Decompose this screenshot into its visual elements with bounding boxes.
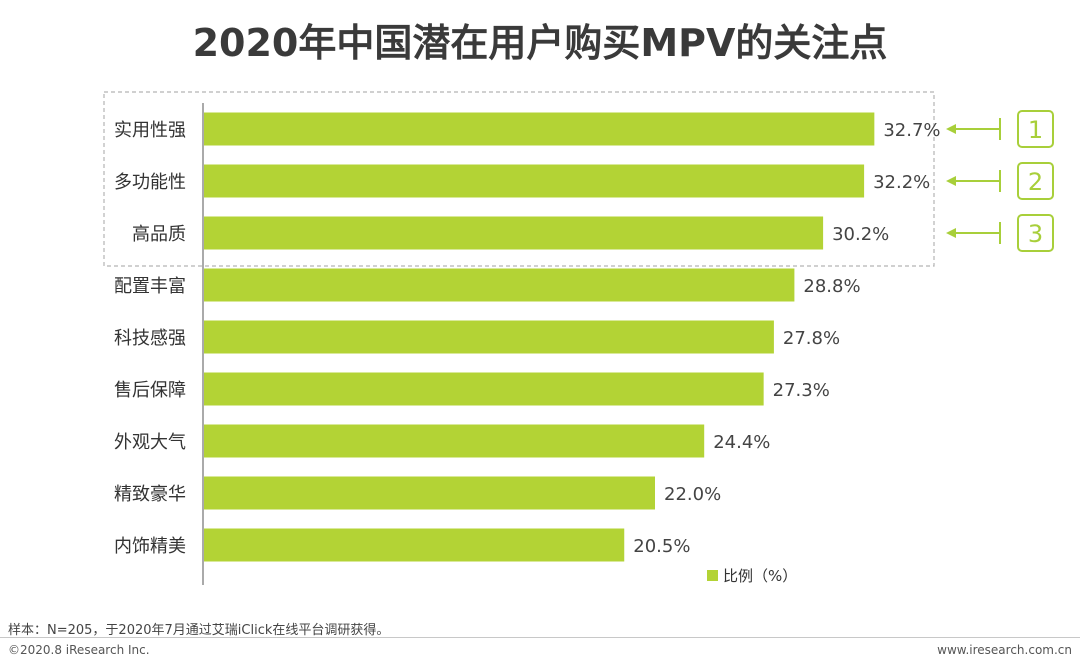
chart-title: 2020年中国潜在用户购买MPV的关注点 [192,21,888,65]
category-label-1: 实用性强 [114,120,186,141]
value-label-5: 27.8% [783,328,840,349]
bar-8 [204,476,655,510]
copyright: ©2020.8 iResearch Inc. [8,643,150,657]
bar-2 [204,164,865,198]
value-label-8: 22.0% [664,484,721,505]
category-label-2: 多功能性 [114,172,186,193]
bar-3 [204,216,824,250]
rank-marker-2: 2 [946,162,1054,200]
value-label-1: 32.7% [883,120,940,141]
rank-badge [1017,162,1054,200]
rank-number: 3 [1028,220,1043,248]
bar-1 [204,112,875,146]
footer-divider [0,637,1080,638]
rank-number: 1 [1028,116,1043,144]
bar-6 [204,372,764,406]
value-label-6: 27.3% [773,380,830,401]
top3-highlight-frame [103,91,935,267]
rank-marker-1: 1 [946,110,1054,148]
bar-9 [204,528,625,562]
rank-badge [1017,214,1054,252]
website-link[interactable]: www.iresearch.com.cn [937,643,1072,657]
rank-marker-3: 3 [946,214,1054,252]
rank-badge [1017,110,1054,148]
value-label-3: 30.2% [832,224,889,245]
sample-note: 样本：N=205，于2020年7月通过艾瑞iClick在线平台调研获得。 [8,623,390,638]
category-label-4: 配置丰富 [114,276,186,297]
legend-swatch [707,570,718,581]
value-label-7: 24.4% [713,432,770,453]
legend: 比例（%） [707,567,797,585]
category-label-6: 售后保障 [114,380,186,401]
arrow-left-icon [946,228,956,238]
value-labels: 32.7% 32.2% 30.2% 28.8% 27.8% 27.3% 24.4% 22.0%… [633,120,940,557]
arrow-left-icon [946,124,956,134]
legend-label: 比例（%） [723,567,797,585]
category-label-7: 外观大气 [114,432,186,453]
value-label-9: 20.5% [633,536,690,557]
arrow-left-icon [946,176,956,186]
category-label-9: 内饰精美 [114,536,186,557]
value-label-4: 28.8% [803,276,860,297]
category-label-3: 高品质 [132,224,186,245]
category-label-8: 精致豪华 [114,484,186,505]
value-label-2: 32.2% [873,172,930,193]
bar-4 [204,268,795,302]
rank-markers: 1 2 3 [946,110,1054,252]
bar-5 [204,320,774,354]
bars [204,112,875,562]
rank-number: 2 [1028,168,1043,196]
bar-7 [204,424,705,458]
category-label-5: 科技感强 [114,328,186,349]
